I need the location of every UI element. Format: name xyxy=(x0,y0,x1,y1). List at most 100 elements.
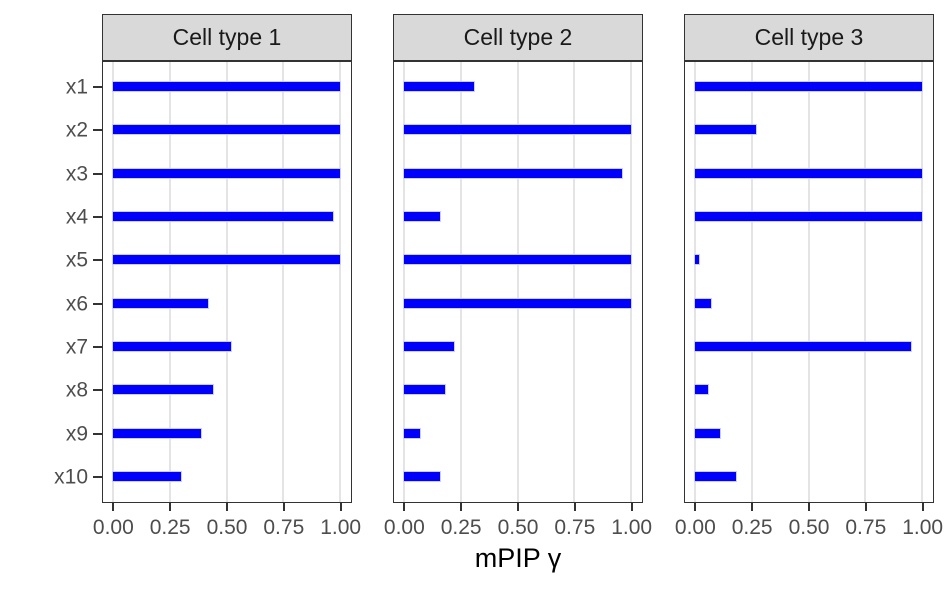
y-axis-tick xyxy=(93,172,102,175)
x-axis-tick-label: 0.00 xyxy=(674,516,716,539)
bar xyxy=(403,342,454,351)
x-axis-tick xyxy=(694,503,697,511)
bar xyxy=(403,82,475,91)
y-axis-tick xyxy=(93,86,102,88)
bar xyxy=(112,472,182,481)
bar xyxy=(403,428,420,438)
x-axis-tick xyxy=(169,503,172,511)
x-axis-tick-label: 1.00 xyxy=(902,516,944,539)
bar xyxy=(112,82,341,91)
x-axis-tick-label: 1.00 xyxy=(320,516,362,539)
x-axis-tick xyxy=(921,503,924,511)
bar xyxy=(112,125,341,135)
gridline xyxy=(282,62,285,502)
x-axis-tick xyxy=(573,503,576,511)
facet-strip-title: Cell type 3 xyxy=(754,24,864,50)
gridline xyxy=(750,62,753,502)
x-axis-tick-label: 0.75 xyxy=(263,516,305,539)
x-axis-tick-label: 0.75 xyxy=(554,516,596,539)
gridline xyxy=(693,62,696,502)
x-axis-tick-label: 0.50 xyxy=(497,516,539,539)
x-axis-tick xyxy=(403,503,406,511)
facet-strip: Cell type 3 xyxy=(684,14,934,61)
facet-strip: Cell type 2 xyxy=(393,14,643,61)
gridline xyxy=(516,62,519,502)
x-axis-tick-label: 0.50 xyxy=(788,516,830,539)
gridline xyxy=(921,62,924,502)
x-axis-tick-label: 0.25 xyxy=(731,516,773,539)
x-axis-tick xyxy=(808,503,810,511)
bar xyxy=(112,298,209,308)
x-axis-tick-label: 0.75 xyxy=(845,516,887,539)
x-axis-tick xyxy=(282,503,285,511)
x-axis-tick-label: 0.25 xyxy=(440,516,482,539)
x-axis-tick xyxy=(460,503,463,511)
x-axis-tick-label: 0.00 xyxy=(92,516,134,539)
bar xyxy=(694,298,711,308)
bar xyxy=(112,428,202,438)
x-axis-tick xyxy=(751,503,754,511)
gridline xyxy=(402,62,405,502)
gridline xyxy=(630,62,633,502)
bar xyxy=(403,255,632,265)
x-axis-tick xyxy=(339,503,342,511)
facet-panel xyxy=(393,61,643,503)
bar xyxy=(694,428,720,438)
bar xyxy=(403,298,632,308)
facet-panel xyxy=(102,61,352,503)
bar xyxy=(694,82,923,91)
gridline xyxy=(168,62,171,502)
facet-strip: Cell type 1 xyxy=(102,14,352,61)
bar xyxy=(403,212,441,221)
x-axis-tick xyxy=(517,503,519,511)
x-axis-tick xyxy=(226,503,228,511)
y-axis-tick xyxy=(93,476,102,478)
y-axis-category-label: x9 xyxy=(65,422,88,446)
y-axis-tick xyxy=(93,216,102,218)
y-axis-category-label: x8 xyxy=(65,378,88,402)
y-axis-tick xyxy=(93,129,102,132)
bar xyxy=(694,168,923,178)
y-axis-category-label: x4 xyxy=(65,205,88,229)
y-axis-category-label: x5 xyxy=(65,248,88,272)
gridline xyxy=(807,62,810,502)
facet-panel xyxy=(684,61,934,503)
x-axis-title: mPIP γ xyxy=(474,543,562,573)
y-axis-category-label: x10 xyxy=(54,465,88,489)
y-axis-category-label: x7 xyxy=(65,335,88,359)
facet-strip-title: Cell type 2 xyxy=(463,24,573,50)
gridline xyxy=(573,62,576,502)
bar xyxy=(112,385,213,395)
bar xyxy=(112,212,334,221)
gridline xyxy=(459,62,462,502)
gridline xyxy=(339,62,342,502)
bar xyxy=(112,342,232,351)
x-axis-tick-label: 0.50 xyxy=(206,516,248,539)
gridline xyxy=(864,62,867,502)
x-axis-tick xyxy=(630,503,633,511)
bar xyxy=(694,472,736,481)
y-axis-tick xyxy=(93,346,102,348)
bar xyxy=(403,168,623,178)
bar xyxy=(403,472,441,481)
y-axis-tick xyxy=(93,389,102,392)
gridline xyxy=(111,62,114,502)
y-axis-category-label: x3 xyxy=(65,162,88,186)
x-axis-tick-label: 0.00 xyxy=(383,516,425,539)
bar xyxy=(403,385,445,395)
y-axis-tick xyxy=(93,432,102,435)
x-axis-tick xyxy=(112,503,115,511)
bar xyxy=(694,125,757,135)
y-axis-tick xyxy=(93,302,102,305)
bar xyxy=(403,125,632,135)
x-axis-tick-label: 1.00 xyxy=(611,516,653,539)
x-axis-tick xyxy=(864,503,867,511)
x-axis-tick-label: 0.25 xyxy=(149,516,191,539)
gridline xyxy=(225,62,228,502)
y-axis-category-label: x2 xyxy=(65,118,88,142)
facet-strip-title: Cell type 1 xyxy=(172,24,282,50)
bar xyxy=(112,255,341,265)
bar xyxy=(694,212,923,221)
y-axis-category-label: x6 xyxy=(65,292,88,316)
